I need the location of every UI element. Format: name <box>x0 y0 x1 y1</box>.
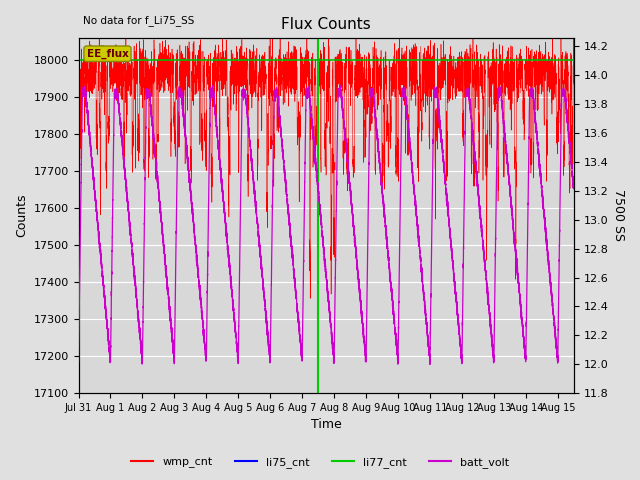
X-axis label: Time: Time <box>311 419 342 432</box>
Y-axis label: 7500 SS: 7500 SS <box>612 190 625 241</box>
Title: Flux Counts: Flux Counts <box>281 17 371 33</box>
Text: EE_flux: EE_flux <box>86 48 129 59</box>
Legend: wmp_cnt, li75_cnt, li77_cnt, batt_volt: wmp_cnt, li75_cnt, li77_cnt, batt_volt <box>127 452 513 472</box>
Text: No data for f_Li75_SS: No data for f_Li75_SS <box>83 15 195 26</box>
Y-axis label: Counts: Counts <box>15 194 28 237</box>
